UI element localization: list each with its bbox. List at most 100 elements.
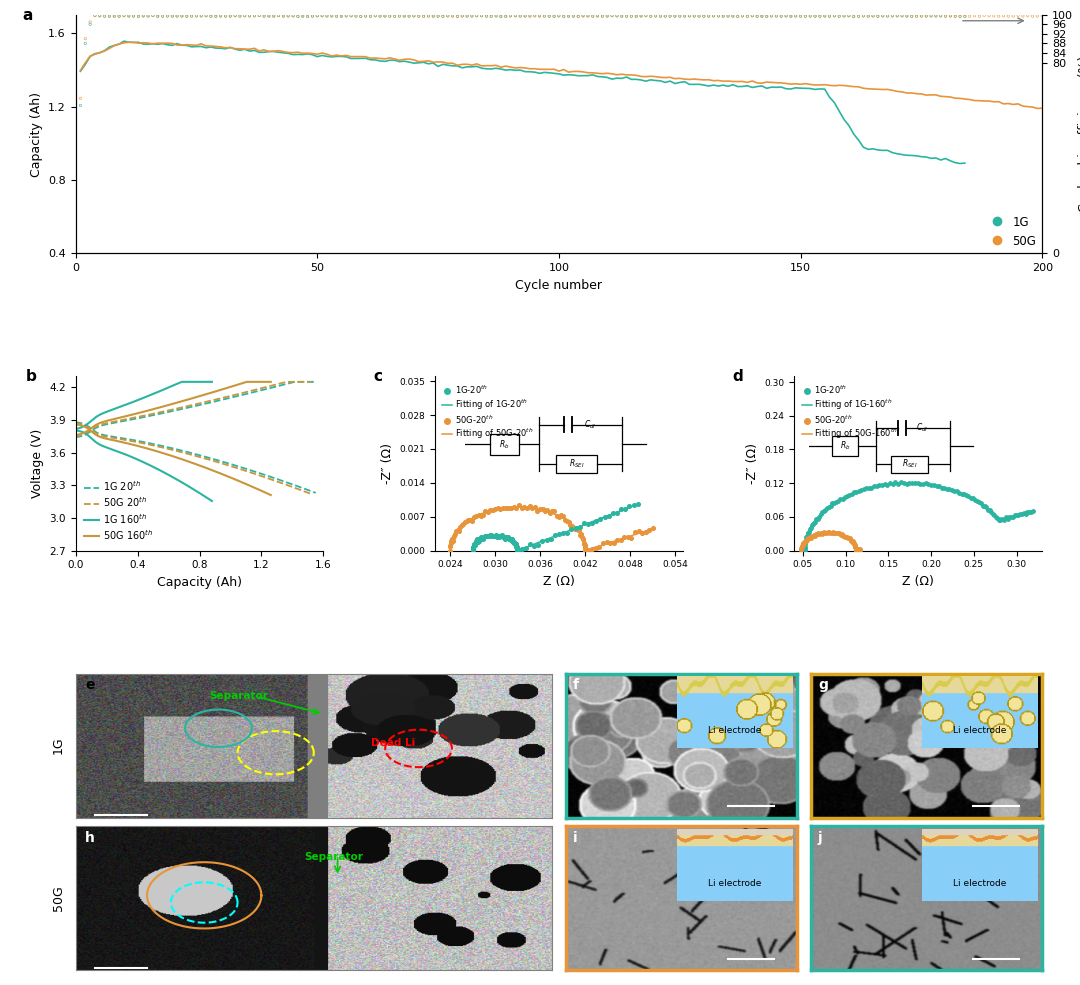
Point — [633, 8, 650, 24]
Point — [657, 8, 674, 24]
Point — [676, 8, 693, 24]
Point — [583, 515, 600, 531]
Point — [569, 522, 586, 538]
Point — [164, 8, 181, 24]
Point — [696, 8, 713, 24]
Point — [999, 510, 1016, 526]
Point — [994, 510, 1011, 526]
Point — [566, 521, 583, 537]
Point — [260, 8, 278, 24]
Point — [715, 8, 732, 24]
Point — [893, 8, 910, 24]
Point — [328, 9, 346, 25]
Point — [246, 8, 264, 24]
Legend: 1G 20$^{th}$, 50G 20$^{th}$, 1G 160$^{th}$, 50G 160$^{th}$: 1G 20$^{th}$, 50G 20$^{th}$, 1G 160$^{th… — [81, 476, 157, 546]
Point — [487, 527, 504, 543]
Point — [386, 8, 403, 24]
Point — [492, 528, 510, 544]
Point — [811, 526, 828, 542]
Point — [874, 8, 891, 24]
Point — [583, 542, 600, 558]
Point — [600, 507, 618, 523]
Point — [71, 91, 89, 106]
Point — [810, 526, 827, 542]
Point — [876, 477, 893, 492]
Point — [467, 535, 484, 551]
Point — [555, 9, 572, 25]
Point — [651, 8, 669, 24]
Point — [504, 534, 522, 550]
Point — [444, 8, 461, 24]
Point — [608, 8, 625, 24]
Point — [491, 529, 509, 545]
Point — [826, 525, 843, 541]
Y-axis label: Voltage (V): Voltage (V) — [30, 428, 43, 498]
Point — [563, 521, 580, 537]
Point — [529, 503, 546, 519]
Point — [849, 543, 866, 558]
Point — [289, 9, 307, 25]
Point — [932, 8, 949, 24]
Point — [797, 532, 814, 548]
Point — [809, 526, 826, 542]
Point — [577, 544, 594, 559]
Point — [618, 8, 635, 24]
Point — [484, 528, 501, 544]
Point — [725, 8, 742, 24]
Point — [521, 497, 538, 513]
Point — [651, 8, 669, 24]
Point — [538, 532, 555, 548]
X-axis label: Capacity (Ah): Capacity (Ah) — [157, 576, 242, 589]
Point — [975, 8, 993, 24]
Point — [145, 8, 162, 24]
Point — [842, 533, 860, 549]
Point — [178, 8, 195, 24]
Point — [227, 8, 244, 24]
Point — [579, 516, 596, 532]
Point — [125, 8, 143, 24]
Text: a: a — [23, 8, 32, 23]
Point — [468, 8, 485, 24]
Point — [522, 8, 539, 24]
Point — [567, 520, 584, 536]
Point — [576, 536, 593, 552]
Point — [476, 503, 494, 519]
Point — [420, 8, 437, 24]
Point — [594, 8, 611, 24]
Point — [503, 531, 521, 547]
Point — [507, 537, 524, 553]
Point — [237, 8, 254, 24]
Point — [908, 9, 926, 25]
Point — [680, 8, 698, 24]
Point — [198, 8, 215, 24]
Point — [391, 8, 408, 24]
Point — [969, 493, 986, 509]
Point — [847, 542, 864, 558]
X-axis label: Z (Ω): Z (Ω) — [902, 575, 934, 588]
Point — [630, 523, 647, 539]
Point — [795, 535, 812, 551]
Point — [956, 9, 973, 25]
Point — [484, 502, 501, 518]
Point — [836, 8, 853, 24]
Point — [135, 8, 152, 24]
Point — [834, 526, 851, 542]
Point — [356, 8, 375, 24]
Point — [762, 8, 780, 24]
Point — [946, 8, 963, 24]
Point — [516, 8, 534, 24]
Point — [202, 8, 219, 24]
Point — [476, 529, 494, 545]
Point — [212, 8, 229, 24]
Point — [811, 9, 828, 25]
Point — [1013, 505, 1030, 521]
Point — [847, 537, 864, 553]
Point — [548, 507, 565, 523]
Point — [962, 490, 980, 505]
Point — [1000, 8, 1017, 24]
Point — [829, 525, 847, 541]
Point — [792, 8, 809, 24]
Point — [405, 8, 422, 24]
Point — [918, 8, 935, 24]
Text: Dead Li: Dead Li — [370, 739, 415, 749]
